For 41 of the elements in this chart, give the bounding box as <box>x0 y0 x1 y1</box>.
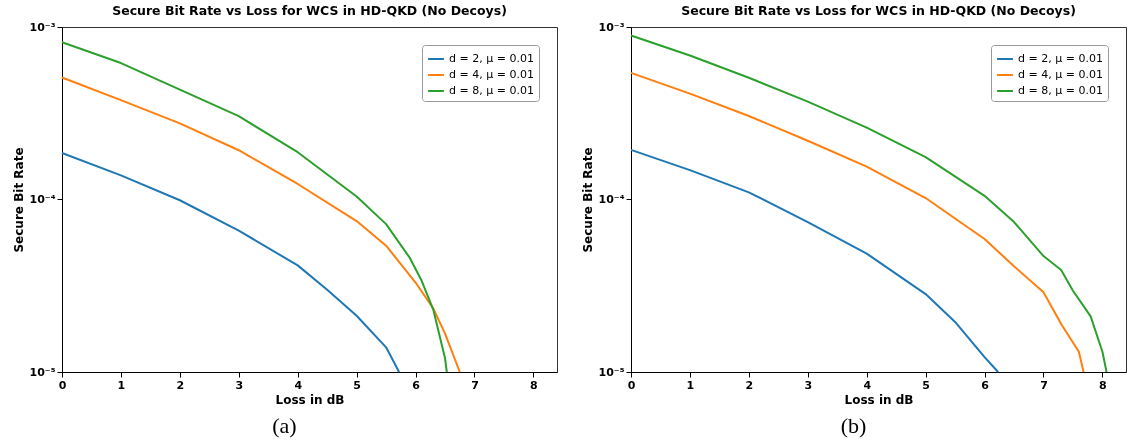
x-tick-label: 4 <box>294 378 303 392</box>
x-tick-label: 6 <box>981 378 990 392</box>
y-tick-label: 10⁻³ <box>29 20 56 34</box>
chart-title: Secure Bit Rate vs Loss for WCS in HD-QKD (No Decoys) <box>681 2 1076 18</box>
y-axis-title: Secure Bit Rate <box>11 147 26 253</box>
x-tick-label: 7 <box>1040 378 1048 392</box>
chart-title: Secure Bit Rate vs Loss for WCS in HD-QKD (No Decoys) <box>112 2 507 18</box>
x-tick-label: 2 <box>176 378 185 392</box>
legend-label: d = 4, μ = 0.01 <box>1018 68 1103 81</box>
x-tick-label: 2 <box>745 378 754 392</box>
line-series <box>630 148 1000 373</box>
x-tick-label: 8 <box>1099 378 1107 392</box>
x-tick-label: 1 <box>117 378 126 392</box>
x-tick-label: 8 <box>530 378 538 392</box>
x-axis-title: Loss in dB <box>844 392 914 407</box>
legend-label: d = 8, μ = 0.01 <box>449 84 534 97</box>
y-tick-label: 10⁻⁴ <box>598 193 625 206</box>
legend-label: d = 2, μ = 0.01 <box>1018 52 1103 65</box>
x-tick-label: 3 <box>804 378 813 392</box>
x-tick-label: 6 <box>412 378 421 392</box>
legend-label: d = 2, μ = 0.01 <box>449 52 534 65</box>
x-tick-label: 0 <box>58 378 67 392</box>
x-tick-label: 1 <box>686 378 695 392</box>
y-tick-label: 10⁻⁵ <box>598 365 625 379</box>
text: (a) <box>272 413 297 439</box>
x-tick-label: 7 <box>471 378 479 392</box>
legend-label: d = 4, μ = 0.01 <box>449 68 534 81</box>
x-tick-label: 5 <box>353 378 361 392</box>
y-tick-label: 10⁻³ <box>598 20 625 34</box>
y-axis-title: Secure Bit Rate <box>580 147 595 253</box>
x-tick-label: 5 <box>922 378 930 392</box>
line-series <box>61 152 401 373</box>
text: (b) <box>840 413 867 439</box>
line-series <box>630 34 1108 373</box>
x-axis-title: Loss in dB <box>275 392 345 407</box>
x-tick-label: 0 <box>627 378 636 392</box>
y-tick-label: 10⁻⁴ <box>29 193 56 206</box>
legend-label: d = 8, μ = 0.01 <box>1018 84 1103 97</box>
y-tick-label: 10⁻⁵ <box>29 365 56 379</box>
x-tick-label: 4 <box>863 378 872 392</box>
x-tick-label: 3 <box>235 378 244 392</box>
